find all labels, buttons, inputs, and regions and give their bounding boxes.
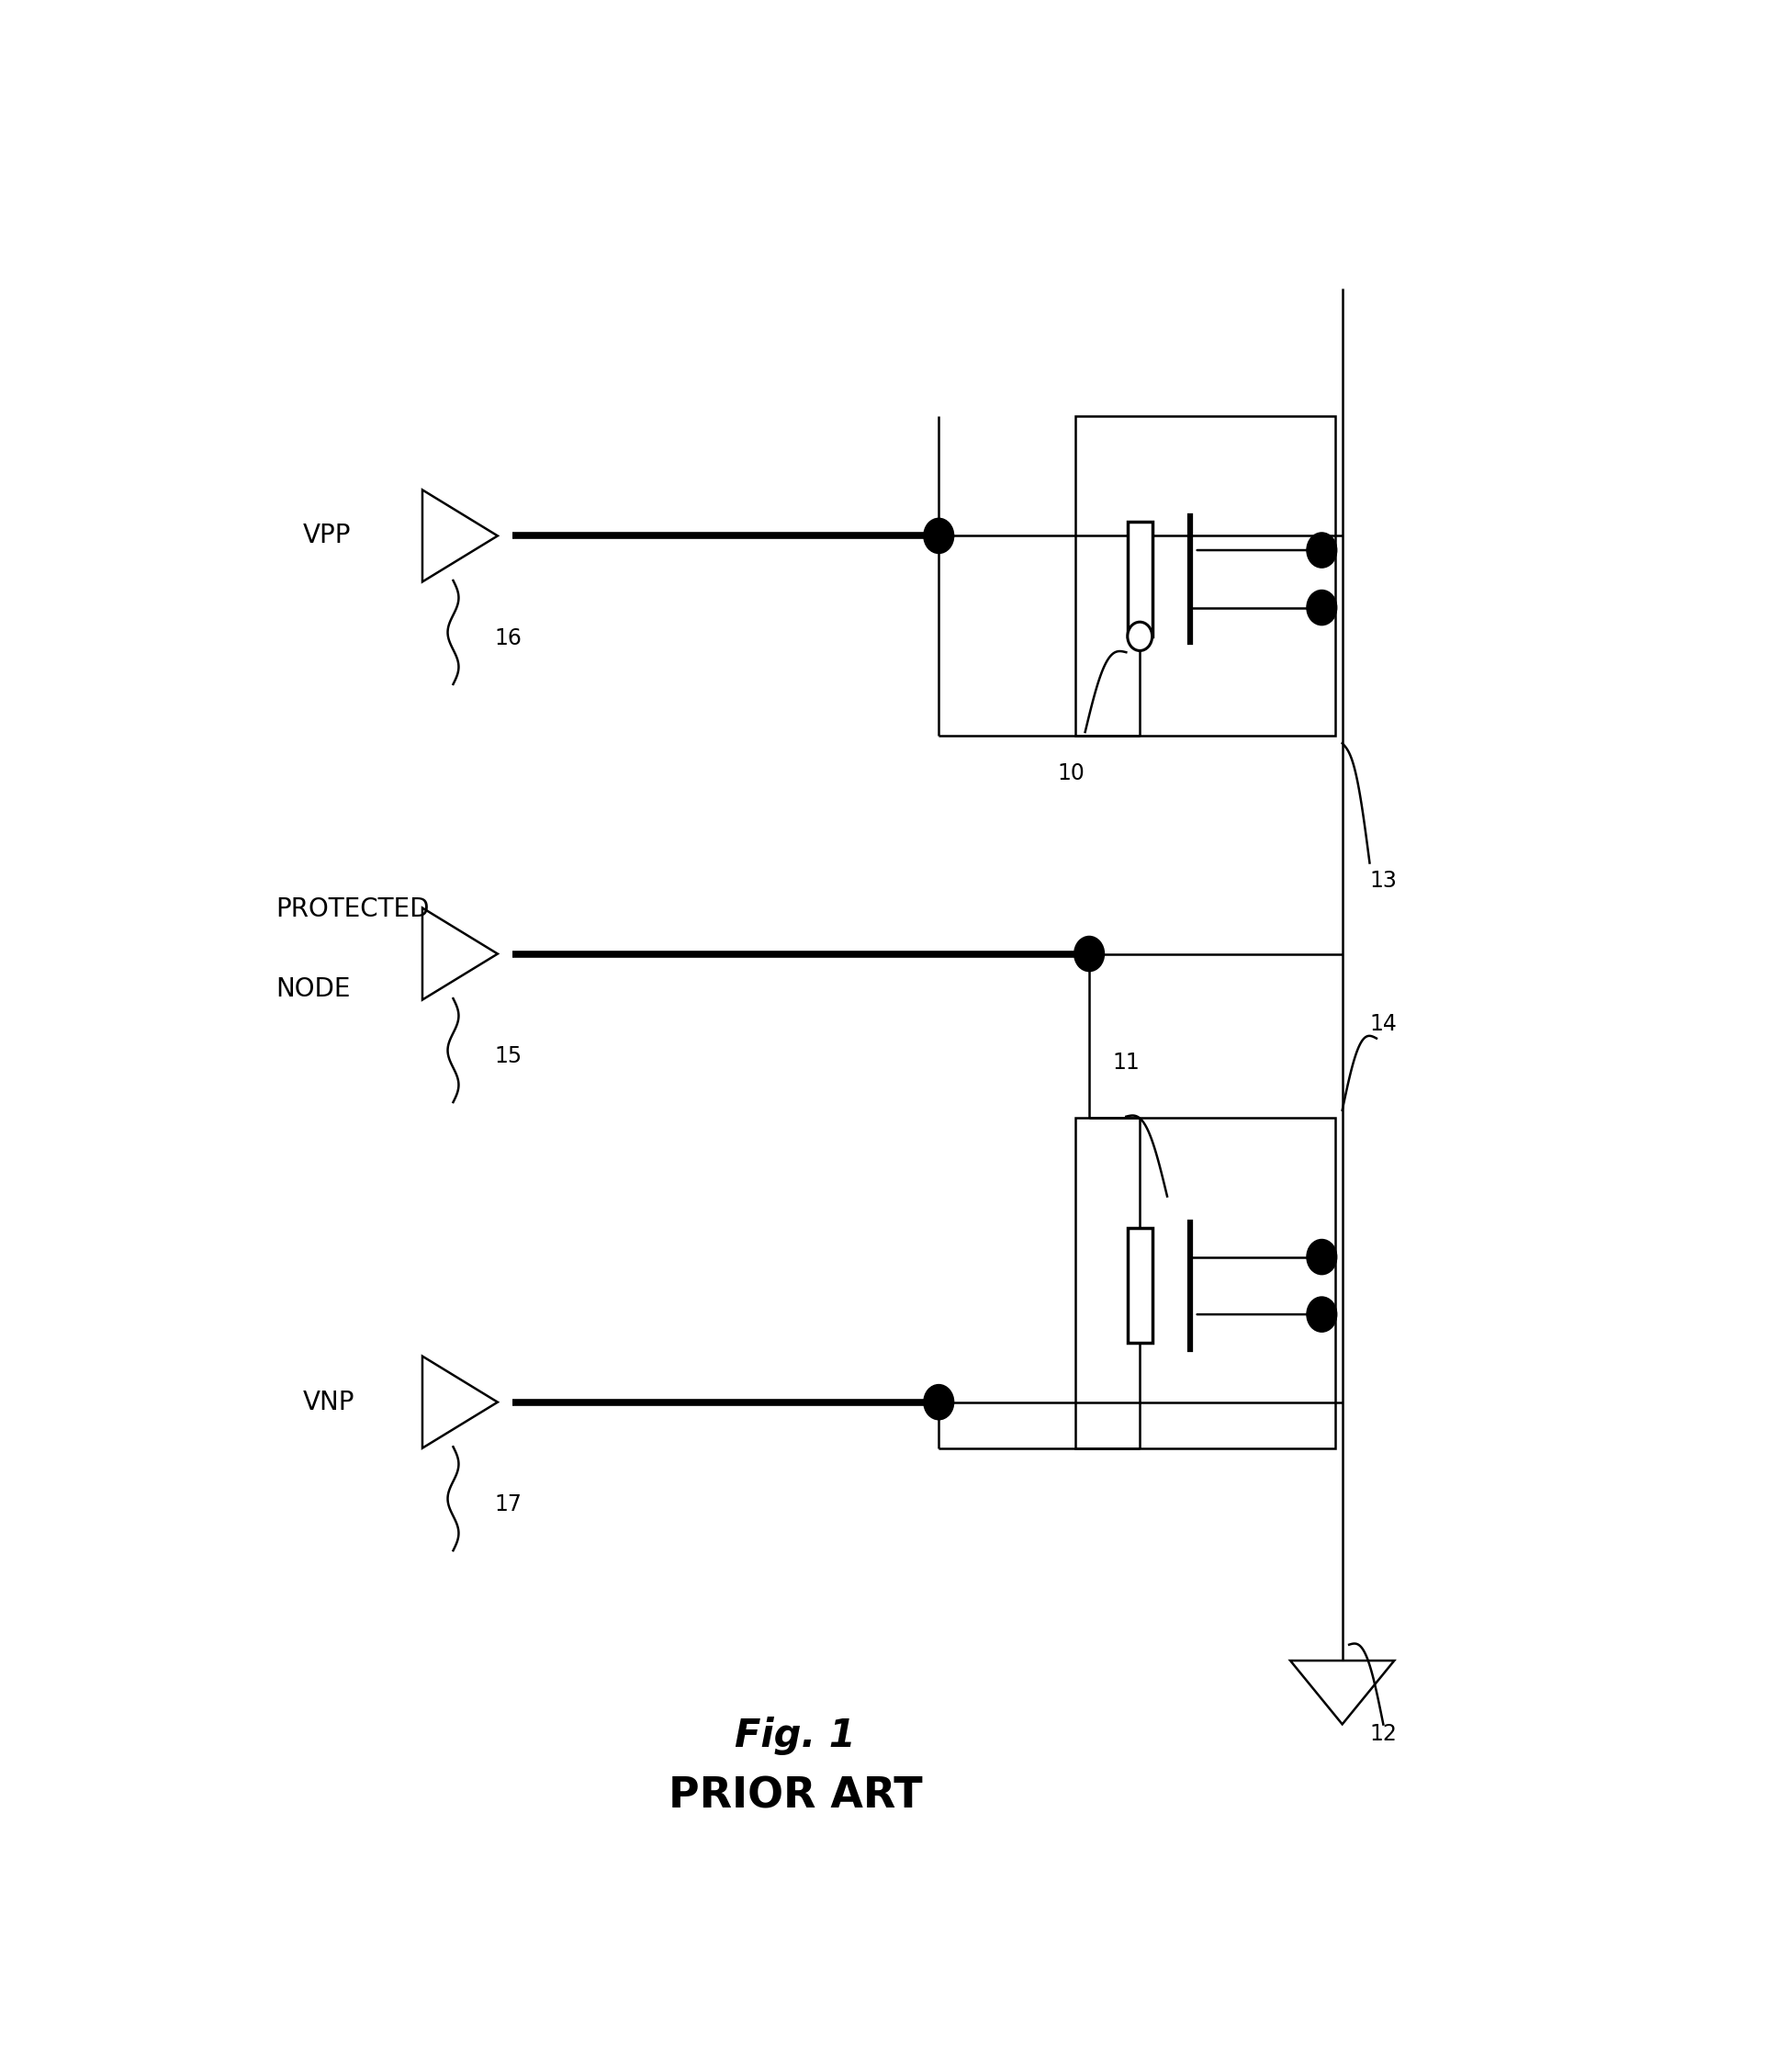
Circle shape xyxy=(1306,533,1336,568)
Text: 11: 11 xyxy=(1112,1051,1140,1073)
Bar xyxy=(1075,416,1336,736)
Text: 12: 12 xyxy=(1370,1724,1398,1745)
Text: PROTECTED: PROTECTED xyxy=(275,897,429,922)
Bar xyxy=(1128,1229,1153,1343)
Text: 15: 15 xyxy=(494,1044,522,1067)
Text: 17: 17 xyxy=(494,1494,522,1515)
Text: PRIOR ART: PRIOR ART xyxy=(669,1776,921,1817)
Text: Fig. 1: Fig. 1 xyxy=(734,1716,856,1755)
Text: 16: 16 xyxy=(494,628,522,649)
Circle shape xyxy=(923,1384,953,1419)
Circle shape xyxy=(1128,622,1153,651)
Text: 10: 10 xyxy=(1057,762,1085,785)
Circle shape xyxy=(1306,591,1336,626)
Text: NODE: NODE xyxy=(275,976,349,1001)
Circle shape xyxy=(1306,1239,1336,1274)
Bar xyxy=(1128,522,1153,636)
Text: VPP: VPP xyxy=(304,522,351,549)
Circle shape xyxy=(1306,1297,1336,1332)
Text: 13: 13 xyxy=(1370,870,1398,891)
Circle shape xyxy=(1075,937,1105,972)
Bar xyxy=(1075,1119,1336,1448)
Circle shape xyxy=(923,518,953,553)
Text: VNP: VNP xyxy=(304,1390,355,1415)
Text: 14: 14 xyxy=(1370,1013,1398,1036)
